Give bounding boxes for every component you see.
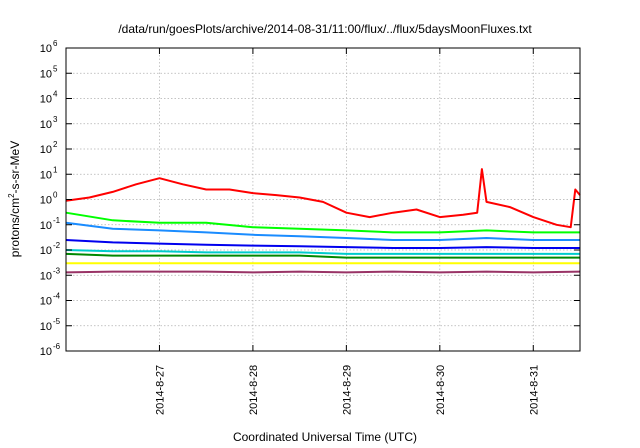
y-axis-label-rest: -s-sr-MeV: [8, 141, 22, 194]
x-tick-label: 2014-8-30: [435, 365, 447, 415]
y-tick-label: 10: [40, 144, 52, 156]
y-tick-exponent: 3: [53, 115, 58, 124]
series-line: [65, 221, 580, 241]
x-tick-label: 2014-8-29: [341, 365, 353, 415]
y-tick-exponent: -6: [53, 342, 61, 351]
x-axis-label: Coordinated Universal Time (UTC): [233, 430, 417, 444]
x-tick-label: 2014-8-31: [528, 365, 540, 415]
y-tick-label: 10: [40, 296, 52, 308]
series-line: [65, 211, 580, 234]
series-line: [65, 168, 581, 229]
y-tick-label: 10: [40, 119, 52, 131]
y-tick-exponent: -2: [53, 241, 61, 250]
y-axis-label-sup: 2: [7, 193, 16, 198]
x-axis-ticks: 2014-8-27 2014-8-28 2014-8-29 2014-8-30 2014…: [154, 48, 540, 415]
y-tick-label: 10: [40, 245, 52, 257]
y-tick-exponent: 5: [53, 64, 58, 73]
y-tick-label: 10: [40, 94, 52, 106]
y-tick-label: 10: [40, 68, 52, 80]
y-tick-label: 10: [40, 346, 52, 358]
y-axis-label: protons/cm2-s-sr-MeV: [7, 141, 22, 257]
grid: [66, 48, 580, 351]
y-tick-exponent: 1: [53, 165, 58, 174]
y-axis-ticks: 10 -610 -510 -410 -310 -210 -110 010 110 210 310 41…: [40, 39, 580, 358]
series-lines: [65, 168, 581, 274]
y-tick-exponent: -3: [53, 266, 61, 275]
y-tick-exponent: 0: [53, 191, 58, 200]
series-line: [65, 249, 580, 255]
y-tick-exponent: 2: [53, 140, 58, 149]
y-tick-exponent: -1: [53, 216, 61, 225]
series-line: [65, 252, 580, 259]
y-tick-exponent: 4: [53, 90, 58, 99]
y-tick-label: 10: [40, 220, 52, 232]
y-tick-label: 10: [40, 43, 52, 55]
y-tick-exponent: -5: [53, 317, 61, 326]
x-tick-label: 2014-8-27: [154, 365, 166, 415]
y-tick-exponent: 6: [53, 39, 58, 48]
series-line: [65, 239, 580, 249]
y-axis-label-main: protons/cm: [8, 198, 22, 257]
chart-title: /data/run/goesPlots/archive/2014-08-31/1…: [118, 22, 532, 36]
y-tick-exponent: -4: [53, 292, 61, 301]
x-tick-label: 2014-8-28: [248, 365, 260, 415]
y-tick-label: 10: [40, 321, 52, 333]
y-tick-label: 10: [40, 195, 52, 207]
y-tick-label: 10: [40, 270, 52, 282]
y-tick-label: 10: [40, 169, 52, 181]
series-line: [65, 270, 581, 274]
